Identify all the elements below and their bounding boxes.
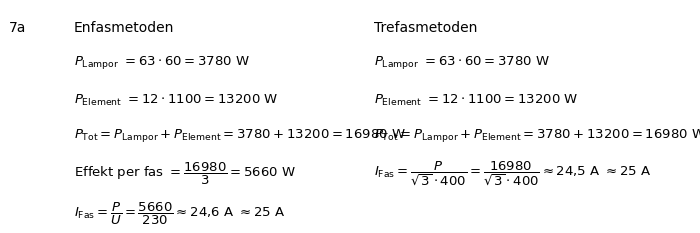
Text: Enfasmetoden: Enfasmetoden bbox=[74, 21, 174, 35]
Text: $P_{\mathsf{Element}}\ =12\cdot 1100=13200\ \mathrm{W}$: $P_{\mathsf{Element}}\ =12\cdot 1100=132… bbox=[74, 93, 278, 108]
Text: Effekt per fas $=\dfrac{16980}{3}=5660\ \mathrm{W}$: Effekt per fas $=\dfrac{16980}{3}=5660\ … bbox=[74, 161, 295, 187]
Text: $P_{\mathsf{Lampor}}\ =63\cdot 60=3780\ \mathrm{W}$: $P_{\mathsf{Lampor}}\ =63\cdot 60=3780\ … bbox=[74, 55, 250, 71]
Text: $I_{\mathsf{Fas}}=\dfrac{P}{U}=\dfrac{5660}{230}\approx 24{,}6\ \mathrm{A}\ \app: $I_{\mathsf{Fas}}=\dfrac{P}{U}=\dfrac{56… bbox=[74, 201, 285, 227]
Text: $P_{\mathsf{Lampor}}\ =63\cdot 60=3780\ \mathrm{W}$: $P_{\mathsf{Lampor}}\ =63\cdot 60=3780\ … bbox=[374, 55, 551, 71]
Text: $P_{\mathsf{Tot}}=P_{\mathsf{Lampor}}+P_{\mathsf{Element}}=3780+13200=16980\ \ma: $P_{\mathsf{Tot}}=P_{\mathsf{Lampor}}+P_… bbox=[374, 127, 700, 144]
Text: $P_{\mathsf{Element}}\ =12\cdot 1100=13200\ \mathrm{W}$: $P_{\mathsf{Element}}\ =12\cdot 1100=132… bbox=[374, 93, 579, 108]
Text: $I_{\mathsf{Fas}}=\dfrac{P}{\sqrt{3}\cdot 400}=\dfrac{16980}{\sqrt{3}\cdot 400}\: $I_{\mathsf{Fas}}=\dfrac{P}{\sqrt{3}\cdo… bbox=[374, 159, 652, 188]
Text: 7a: 7a bbox=[8, 21, 26, 35]
Text: Trefasmetoden: Trefasmetoden bbox=[374, 21, 478, 35]
Text: $P_{\mathsf{Tot}}=P_{\mathsf{Lampor}}+P_{\mathsf{Element}}=3780+13200=16980\ \ma: $P_{\mathsf{Tot}}=P_{\mathsf{Lampor}}+P_… bbox=[74, 127, 405, 144]
